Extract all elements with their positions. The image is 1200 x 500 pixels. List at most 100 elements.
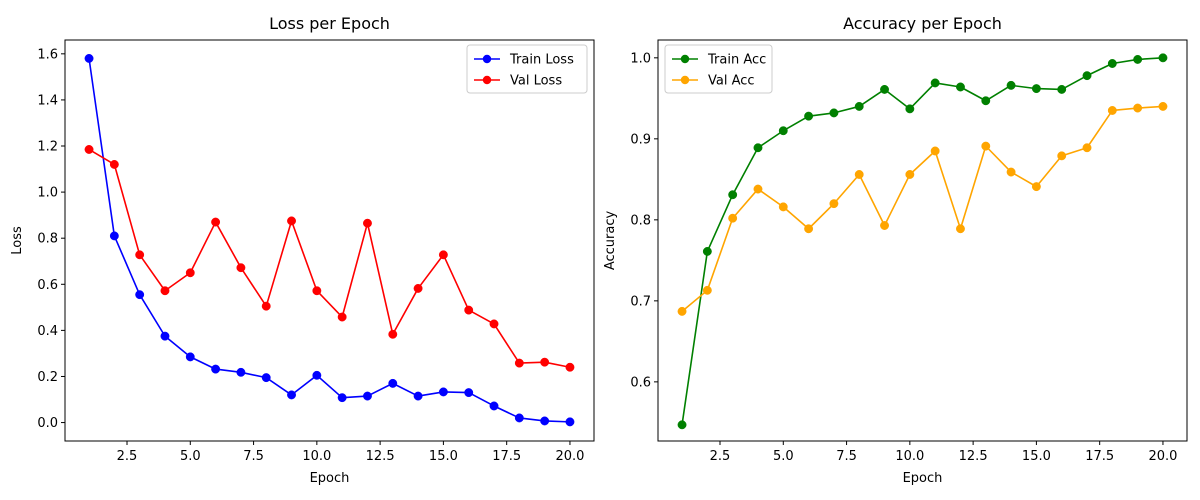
train-loss-point (540, 416, 550, 426)
val-acc-point (981, 141, 991, 151)
x-tick-label: 10.0 (895, 449, 924, 464)
accuracy-chart: Accuracy per Epoch 2.5 5.0 7.5 10.0 12.5 15.0 1… (603, 14, 1188, 486)
val-acc-point (829, 199, 839, 209)
train-acc-point (981, 96, 991, 106)
train-loss-point (413, 391, 423, 401)
x-axis-label: Epoch (310, 471, 350, 486)
val-acc-point (1057, 151, 1067, 161)
x-tick-label: 5.0 (773, 449, 794, 464)
val-acc-point (753, 184, 763, 194)
train-loss-point (337, 393, 347, 403)
y-tick-label: 0.6 (630, 375, 651, 390)
y-tick-label: 1.4 (37, 93, 58, 108)
val-acc-point (728, 213, 738, 223)
train-acc-point (1057, 84, 1067, 94)
val-acc-point (1107, 106, 1117, 115)
y-tick-label: 0.9 (630, 132, 651, 147)
x-tick-label: 2.5 (117, 449, 138, 464)
val-loss-point (211, 217, 221, 227)
train-loss-point (211, 364, 221, 374)
legend-val-loss-label: Val Loss (510, 74, 562, 89)
y-tick-label: 1.0 (37, 186, 58, 201)
val-loss-point (514, 358, 524, 368)
x-tick-label: 17.5 (492, 449, 521, 464)
train-acc-point (854, 101, 864, 111)
val-loss-point (287, 216, 296, 226)
legend-train-loss-label: Train Loss (509, 53, 574, 68)
x-tick-label: 20.0 (555, 449, 584, 464)
y-tick-label: 1.0 (630, 51, 651, 66)
x-tick-label: 15.0 (1022, 449, 1051, 464)
train-acc-point (702, 246, 712, 256)
chart-title: Accuracy per Epoch (843, 14, 1002, 33)
val-acc-point (905, 170, 915, 179)
y-axis-label: Loss (10, 226, 25, 255)
val-loss-point (109, 159, 119, 169)
train-loss-point (261, 373, 271, 383)
x-tick-label: 7.5 (243, 449, 264, 464)
train-loss-point (363, 391, 372, 401)
legend-train-acc-marker (680, 54, 690, 64)
val-acc-point (1082, 143, 1092, 153)
val-loss-point (84, 145, 94, 154)
val-loss-point (135, 250, 145, 260)
y-tick-label: 0.8 (630, 213, 651, 228)
x-tick-label: 7.5 (836, 449, 857, 464)
val-acc-point (930, 146, 940, 156)
val-acc-point (1158, 101, 1168, 111)
train-loss-point (109, 231, 119, 241)
x-tick-label: 5.0 (180, 449, 201, 464)
loss-chart: Loss per Epoch 2.5 5.0 7.5 10.0 12.5 15.0 17.5 2… (10, 14, 595, 486)
legend-train-acc-label: Train Acc (707, 53, 766, 68)
legend-train-loss-marker (482, 54, 492, 64)
y-tick-label: 0.4 (37, 324, 58, 339)
x-axis-label: Epoch (903, 471, 943, 486)
train-acc-point (804, 111, 814, 121)
x-tick-label: 12.5 (959, 449, 988, 464)
x-tick-label: 17.5 (1085, 449, 1114, 464)
x-tick-label: 10.0 (302, 449, 331, 464)
train-loss-point (135, 290, 145, 300)
val-acc-point (702, 285, 712, 295)
train-acc-point (1158, 53, 1168, 63)
x-tick-label: 2.5 (710, 449, 731, 464)
train-loss-point (84, 53, 94, 63)
train-loss-point (388, 378, 398, 388)
train-acc-point (956, 82, 965, 92)
train-acc-point (1006, 80, 1016, 90)
val-loss-point (565, 362, 575, 372)
x-tick-label: 12.5 (366, 449, 395, 464)
y-tick-label: 0.0 (37, 416, 58, 431)
val-acc-point (1006, 167, 1016, 177)
val-loss-point (337, 312, 347, 322)
y-tick-label: 0.6 (37, 278, 58, 293)
train-loss-point (438, 387, 448, 397)
legend-val-loss-marker (482, 75, 492, 85)
val-loss-point (312, 286, 322, 296)
train-acc-point (753, 143, 763, 153)
train-acc-point (1082, 71, 1092, 81)
legend-box (664, 44, 773, 94)
y-tick-label: 0.2 (37, 370, 58, 385)
plot-frame (64, 39, 595, 442)
val-loss-point (185, 268, 195, 278)
val-acc-point (677, 306, 687, 316)
y-tick-label: 1.6 (37, 47, 58, 62)
x-tick-label: 20.0 (1148, 449, 1177, 464)
legend-box (466, 44, 588, 94)
train-acc-point (728, 190, 738, 200)
y-tick-label: 1.2 (37, 140, 58, 155)
val-loss-point (160, 286, 170, 296)
train-loss-point (287, 390, 296, 400)
y-axis-label: Accuracy (603, 211, 618, 271)
plot-frame (657, 39, 1188, 442)
y-tick-label: 0.8 (37, 232, 58, 247)
val-acc-point (956, 224, 965, 234)
val-loss-point (540, 357, 550, 367)
val-loss-point (261, 301, 271, 311)
val-loss-point (413, 283, 423, 293)
train-acc-point (1031, 84, 1041, 94)
legend-val-acc-marker (680, 75, 690, 85)
val-acc-point (804, 224, 814, 234)
val-acc-point (778, 202, 788, 212)
